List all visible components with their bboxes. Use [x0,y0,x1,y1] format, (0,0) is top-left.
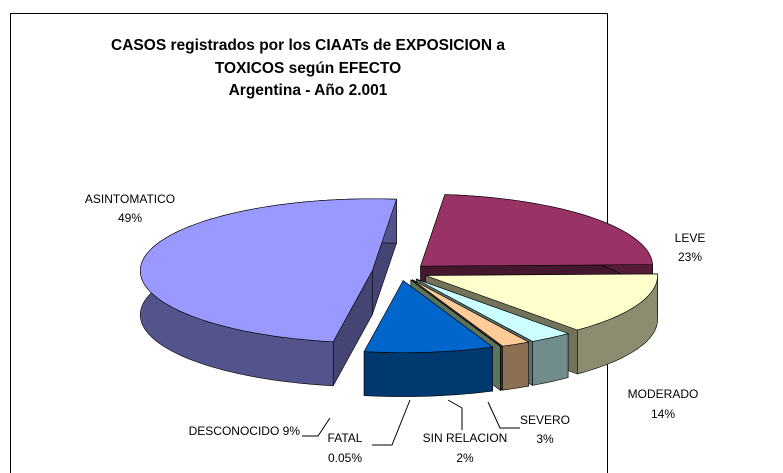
value-label: 23% [678,250,702,264]
chart-subtitle: Argentina - Año 2.001 [228,82,388,99]
value-label: 3% [536,432,554,446]
category-label: DESCONOCIDO [189,424,280,438]
slice-top [425,273,658,331]
slice-wall [500,346,502,391]
slice-wall [363,346,493,397]
category-label: FATAL [328,431,363,445]
leader-lines [302,399,520,446]
leader-line [372,399,411,446]
chart-title: CASOS registrados por los CIAATs de EXPO… [111,37,505,77]
value-label: 0.05% [328,451,362,465]
category-label: ASINTOMATICO [85,192,175,206]
slice-top [412,279,530,347]
category-label: LEVE [675,231,706,245]
value-label: 14% [651,407,675,421]
category-label: SIN RELACION [423,431,508,445]
slice-top [416,278,570,342]
leader-line [447,399,463,430]
value-label: 9% [283,424,301,438]
slice-top [410,279,502,347]
labels: LEVE 23% MODERADO 14% SEVERO 3% SIN RELACION 2%… [85,192,705,465]
slice-wall [502,341,530,391]
slice-top [420,194,653,267]
slice [139,198,397,387]
slice-top [363,280,494,353]
category-label: SEVERO [520,413,570,427]
slice-wall [532,333,569,386]
slice [363,280,494,397]
value-label: 2% [456,451,474,465]
leader-line [487,401,520,429]
data-label: DESCONOCIDO 9% [189,424,301,438]
category-label: MODERADO [628,387,699,401]
pie [139,194,658,397]
slice-top [139,198,397,343]
value-label: 49% [118,211,142,225]
leader-line [302,417,331,437]
